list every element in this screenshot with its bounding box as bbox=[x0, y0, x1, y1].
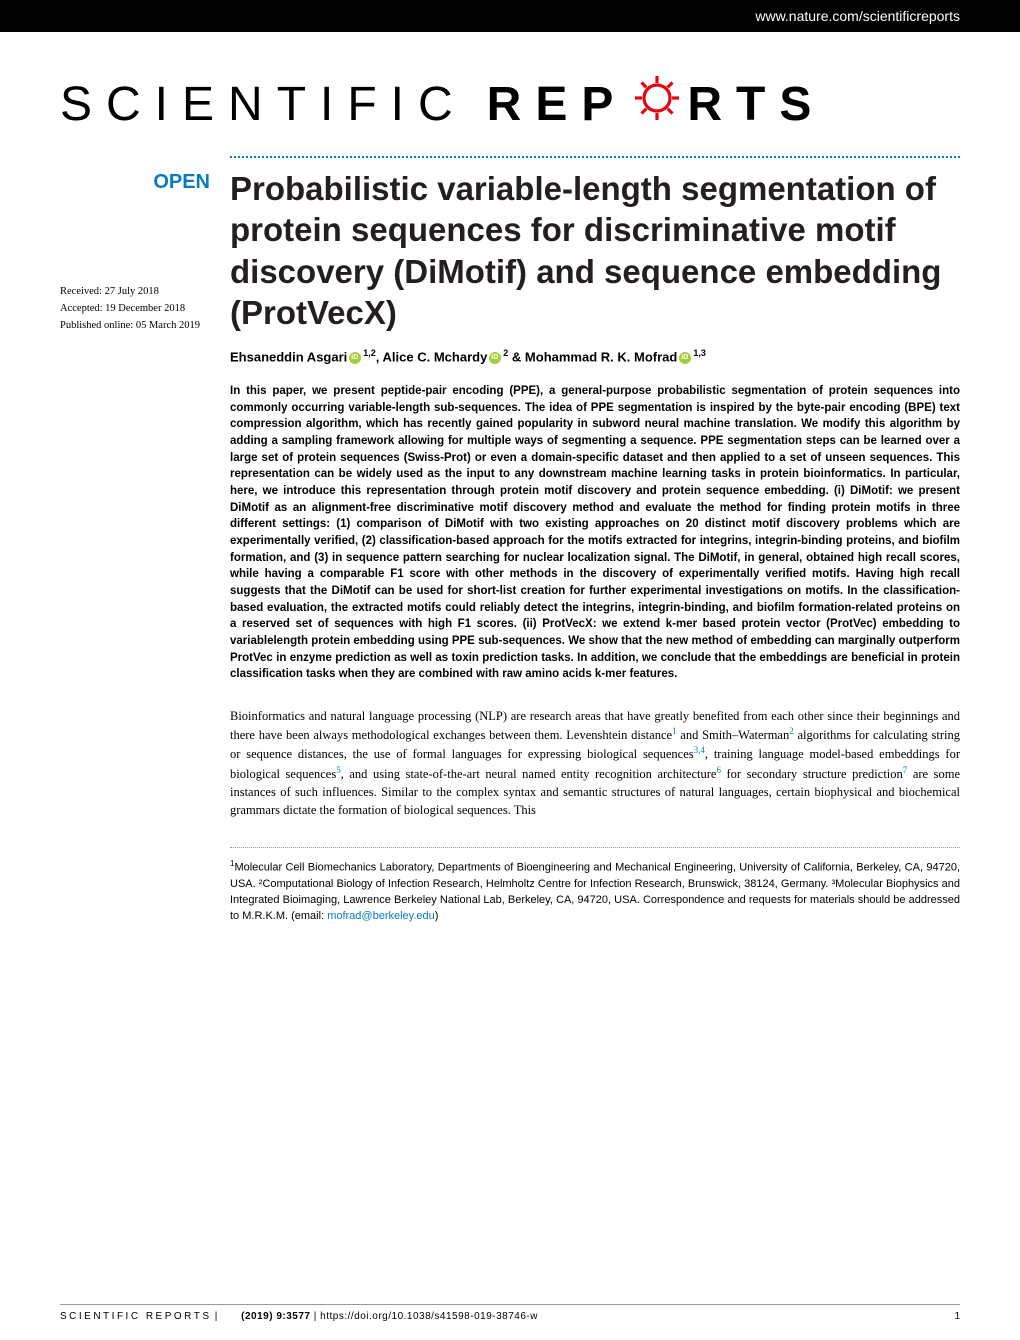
logo-part2b: RTS bbox=[687, 77, 825, 132]
footer-doi: | https://doi.org/10.1038/s41598-019-387… bbox=[314, 1311, 538, 1322]
header-url[interactable]: www.nature.com/scientificreports bbox=[755, 8, 960, 24]
orcid-icon[interactable] bbox=[489, 352, 501, 364]
body-paragraph-1: Bioinformatics and natural language proc… bbox=[230, 707, 960, 819]
left-column: OPEN Received: 27 July 2018 Accepted: 19… bbox=[60, 156, 210, 925]
open-access-badge: OPEN bbox=[60, 171, 210, 194]
logo-area: SCIENTIFIC REP RTS bbox=[0, 32, 1020, 156]
logo-part2a: REP bbox=[487, 77, 628, 132]
accepted-date: Accepted: 19 December 2018 bbox=[60, 301, 210, 318]
footer-sep: | bbox=[212, 1311, 222, 1322]
affiliations: 1Molecular Cell Biomechanics Laboratory,… bbox=[230, 847, 960, 924]
correspondence-email[interactable]: mofrad@berkeley.edu bbox=[327, 910, 435, 922]
content: OPEN Received: 27 July 2018 Accepted: 19… bbox=[0, 156, 1020, 925]
published-date: Published online: 05 March 2019 bbox=[60, 318, 210, 335]
author-1: Ehsaneddin Asgari bbox=[230, 349, 347, 364]
author-1-aff: 1,2 bbox=[363, 348, 376, 358]
article-title: Probabilistic variable-length segmentati… bbox=[230, 168, 960, 333]
orcid-icon[interactable] bbox=[349, 352, 361, 364]
body-text: , and using state-of-the-art neural name… bbox=[341, 767, 717, 781]
page-number: 1 bbox=[954, 1311, 960, 1322]
author-3: & Mohammad R. K. Mofrad bbox=[508, 349, 677, 364]
footer-journal: SCIENTIFIC REPORTS bbox=[60, 1311, 212, 1322]
gear-icon bbox=[631, 72, 683, 136]
abstract: In this paper, we present peptide-pair e… bbox=[230, 383, 960, 683]
journal-logo: SCIENTIFIC REP RTS bbox=[60, 72, 960, 136]
author-2: , Alice C. Mchardy bbox=[376, 349, 488, 364]
body-text: for secondary structure prediction bbox=[721, 767, 903, 781]
orcid-icon[interactable] bbox=[679, 352, 691, 364]
authors-list: Ehsaneddin Asgari1,2, Alice C. Mchardy2 … bbox=[230, 347, 960, 367]
affiliations-text-end: ) bbox=[435, 910, 439, 922]
citation-ref[interactable]: 3,4 bbox=[694, 745, 705, 755]
logo-part1: SCIENTIFIC bbox=[60, 77, 467, 132]
page-footer: SCIENTIFIC REPORTS | (2019) 9:3577 | htt… bbox=[60, 1304, 960, 1322]
body-text: and Smith–Waterman bbox=[677, 728, 790, 742]
footer-citation: SCIENTIFIC REPORTS | (2019) 9:3577 | htt… bbox=[60, 1311, 538, 1322]
article-dates: Received: 27 July 2018 Accepted: 19 Dece… bbox=[60, 284, 210, 334]
right-column: Probabilistic variable-length segmentati… bbox=[230, 156, 960, 925]
header-bar: www.nature.com/scientificreports bbox=[0, 0, 1020, 32]
received-date: Received: 27 July 2018 bbox=[60, 284, 210, 301]
footer-volume: (2019) 9:3577 bbox=[241, 1311, 314, 1322]
author-3-aff: 1,3 bbox=[693, 348, 706, 358]
